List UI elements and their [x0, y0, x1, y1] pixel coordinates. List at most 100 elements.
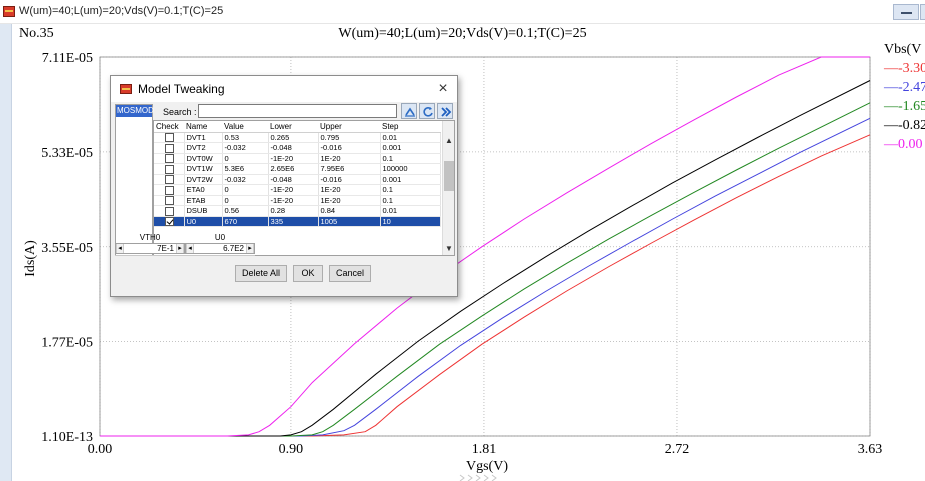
- table-row[interactable]: ETAB 0 -1E-20 1E-20 0.1: [154, 195, 441, 207]
- cell-lower[interactable]: -0.048: [268, 174, 319, 186]
- column-header[interactable]: Check: [154, 121, 184, 133]
- restore-button[interactable]: [920, 4, 925, 20]
- column-header[interactable]: Lower: [268, 121, 318, 133]
- cell-lower[interactable]: 335: [268, 216, 319, 228]
- x-tick-label: 3.63: [858, 442, 883, 457]
- cell-value[interactable]: 0.56: [222, 205, 269, 217]
- forward-icon[interactable]: [437, 103, 453, 119]
- cell-value[interactable]: 670: [222, 216, 269, 228]
- cell-step[interactable]: 0.01: [380, 205, 441, 217]
- row-checkbox[interactable]: [165, 185, 175, 195]
- table-row[interactable]: U0 670 335 1005 10: [154, 216, 441, 228]
- cell-upper[interactable]: 0.84: [318, 205, 381, 217]
- row-checkbox[interactable]: [165, 206, 175, 216]
- cell-step[interactable]: 0.1: [380, 153, 441, 165]
- table-row[interactable]: DVT1W 5.3E6 2.65E6 7.95E6 100000: [154, 163, 441, 175]
- cell-step[interactable]: 100000: [380, 163, 441, 175]
- table-row[interactable]: DSUB 0.56 0.28 0.84 0.01: [154, 205, 441, 217]
- legend-item: —0.00: [884, 137, 925, 156]
- legend-label: -3.30: [898, 61, 925, 76]
- slider-right-arrow-icon[interactable]: ▸: [246, 244, 254, 253]
- cell-value[interactable]: -0.032: [222, 142, 269, 154]
- cell-step[interactable]: 0.1: [380, 195, 441, 207]
- cell-step[interactable]: 0.1: [380, 184, 441, 196]
- table-row[interactable]: DVT2W -0.032 -0.048 -0.016 0.001: [154, 174, 441, 186]
- x-tick-label: 0.00: [88, 442, 113, 457]
- legend-label: -1.65: [898, 99, 925, 114]
- row-checkbox[interactable]: [165, 143, 175, 153]
- delete-all-button[interactable]: Delete All: [235, 265, 287, 282]
- cell-lower[interactable]: -1E-20: [268, 153, 319, 165]
- row-checkbox[interactable]: [165, 154, 175, 163]
- close-icon[interactable]: ×: [438, 80, 448, 97]
- slider-value: 7E-1: [157, 244, 174, 253]
- cell-value[interactable]: -0.032: [222, 174, 269, 186]
- cell-upper[interactable]: 1E-20: [318, 153, 381, 165]
- table-row[interactable]: DVT0W 0 -1E-20 1E-20 0.1: [154, 153, 441, 165]
- row-checkbox[interactable]: [165, 175, 175, 184]
- slider-right-arrow-icon[interactable]: ▸: [176, 244, 184, 253]
- column-header[interactable]: Value: [222, 121, 268, 133]
- minimize-button[interactable]: [893, 4, 919, 20]
- slider-value: 6.7E2: [223, 244, 244, 253]
- cell-step[interactable]: 0.001: [380, 142, 441, 154]
- column-header[interactable]: Step: [380, 121, 440, 133]
- curve-number-label: No.35: [19, 26, 54, 41]
- table-row[interactable]: DVT1 0.53 0.265 0.795 0.01: [154, 132, 441, 143]
- y-tick-label: 1.10E-13: [41, 430, 93, 445]
- cell-upper[interactable]: -0.016: [318, 174, 381, 186]
- row-checkbox[interactable]: [165, 217, 175, 226]
- cell-value[interactable]: 5.3E6: [222, 163, 269, 175]
- row-checkbox[interactable]: [165, 196, 175, 205]
- parameter-table: Check Name Value Lower Upper Step DVT1 0.…: [153, 120, 455, 256]
- cell-lower[interactable]: -1E-20: [268, 195, 319, 207]
- slider-track[interactable]: ◂ 6.7E2 ▸: [185, 243, 255, 254]
- scroll-thumb[interactable]: [444, 161, 454, 191]
- search-label: Search :: [163, 107, 197, 117]
- y-tick-label: 1.77E-05: [41, 336, 93, 351]
- row-check-cell: [154, 163, 185, 175]
- cell-step[interactable]: 0.001: [380, 174, 441, 186]
- cell-upper[interactable]: 1E-20: [318, 184, 381, 196]
- slider-left-arrow-icon[interactable]: ◂: [116, 244, 124, 253]
- row-checkbox[interactable]: [165, 133, 175, 142]
- cell-upper[interactable]: 0.795: [318, 132, 381, 143]
- cell-value[interactable]: 0.53: [222, 132, 269, 143]
- legend-label: -2.47: [898, 80, 925, 95]
- legend-swatch: —: [884, 80, 898, 95]
- cell-lower[interactable]: -0.048: [268, 142, 319, 154]
- cell-value[interactable]: 0: [222, 184, 269, 196]
- series-line: [100, 102, 871, 437]
- cell-upper[interactable]: 7.95E6: [318, 163, 381, 175]
- slider-left-arrow-icon[interactable]: ◂: [186, 244, 194, 253]
- cell-step[interactable]: 0.01: [380, 132, 441, 143]
- search-input[interactable]: [198, 104, 397, 118]
- row-checkbox[interactable]: [165, 164, 175, 174]
- reload-icon[interactable]: [419, 103, 435, 119]
- slider-track[interactable]: ◂ 7E-1 ▸: [115, 243, 185, 254]
- cell-lower[interactable]: -1E-20: [268, 184, 319, 196]
- cell-lower[interactable]: 0.265: [268, 132, 319, 143]
- scroll-down-icon[interactable]: ▼: [445, 244, 453, 253]
- table-scrollbar[interactable]: ▲ ▼: [442, 121, 454, 255]
- refresh-icon[interactable]: [401, 103, 417, 119]
- scroll-up-icon[interactable]: ▲: [445, 136, 453, 145]
- cell-value[interactable]: 0: [222, 195, 269, 207]
- cancel-button[interactable]: Cancel: [329, 265, 371, 282]
- cell-step[interactable]: 10: [380, 216, 441, 228]
- column-header[interactable]: Name: [184, 121, 222, 133]
- cell-upper[interactable]: -0.016: [318, 142, 381, 154]
- model-list-item[interactable]: MOSMOD: [116, 105, 154, 117]
- legend-swatch: —: [884, 118, 898, 133]
- legend-item: —-3.30: [884, 61, 925, 80]
- cell-upper[interactable]: 1E-20: [318, 195, 381, 207]
- cell-value[interactable]: 0: [222, 153, 269, 165]
- table-row[interactable]: ETA0 0 -1E-20 1E-20 0.1: [154, 184, 441, 196]
- cell-upper[interactable]: 1005: [318, 216, 381, 228]
- column-header[interactable]: Upper: [318, 121, 380, 133]
- cell-lower[interactable]: 2.65E6: [268, 163, 319, 175]
- ok-button[interactable]: OK: [293, 265, 323, 282]
- slider-label: U0: [214, 233, 226, 242]
- cell-lower[interactable]: 0.28: [268, 205, 319, 217]
- table-row[interactable]: DVT2 -0.032 -0.048 -0.016 0.001: [154, 142, 441, 154]
